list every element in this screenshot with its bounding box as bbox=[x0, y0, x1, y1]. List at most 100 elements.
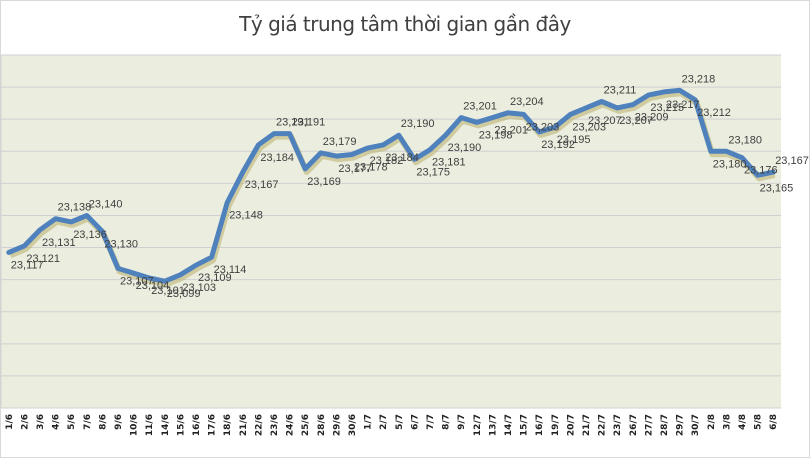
data-label: 23,178 bbox=[354, 161, 388, 173]
data-label: 23,169 bbox=[307, 176, 341, 188]
data-label: 23,177 bbox=[338, 163, 372, 175]
x-tick-label: 18/6 bbox=[223, 414, 233, 436]
data-label: 23,181 bbox=[432, 157, 466, 169]
x-tick-label: 11/6 bbox=[145, 414, 155, 436]
data-label: 23,211 bbox=[604, 85, 637, 97]
data-label: 23,114 bbox=[214, 264, 247, 276]
data-label: 23,180 bbox=[728, 134, 762, 146]
x-tick-label: 16/7 bbox=[535, 414, 545, 436]
x-tick-label: 5/8 bbox=[754, 414, 764, 430]
x-tick-label: 14/7 bbox=[504, 414, 514, 436]
x-tick-label: 23/6 bbox=[270, 414, 280, 436]
data-label: 23,167 bbox=[245, 179, 279, 191]
data-label: 23,130 bbox=[104, 239, 138, 251]
x-tick-label: 5/6 bbox=[67, 414, 77, 430]
data-label: 23,184 bbox=[260, 152, 294, 164]
x-tick-label: 29/7 bbox=[676, 414, 686, 436]
data-label: 23,176 bbox=[744, 165, 778, 177]
data-label: 23,131 bbox=[42, 237, 76, 249]
x-tick-label: 24/6 bbox=[286, 414, 296, 436]
data-label: 23,104 bbox=[136, 280, 170, 292]
data-label: 23,190 bbox=[448, 142, 482, 154]
data-label: 23,138 bbox=[58, 202, 92, 214]
data-label: 23,109 bbox=[198, 272, 232, 284]
data-label: 23,195 bbox=[557, 134, 591, 146]
data-label: 23,218 bbox=[682, 73, 716, 85]
data-label: 23,175 bbox=[416, 166, 450, 178]
data-label: 23,204 bbox=[510, 96, 544, 108]
x-tick-label: 2/7 bbox=[379, 414, 389, 430]
data-label: 23,165 bbox=[760, 182, 794, 194]
x-tick-label: 29/6 bbox=[332, 414, 342, 436]
x-tick-label: 2/6 bbox=[20, 414, 30, 430]
x-tick-label: 28/7 bbox=[660, 414, 670, 436]
x-tick-label: 28/6 bbox=[317, 414, 327, 436]
x-tick-label: 4/8 bbox=[738, 414, 748, 430]
x-tick-label: 1/6 bbox=[5, 414, 15, 430]
data-label: 23,167 bbox=[775, 155, 809, 167]
data-label: 23,117 bbox=[11, 259, 44, 271]
data-label: 23,182 bbox=[370, 155, 404, 167]
x-tick-label: 4/6 bbox=[52, 414, 62, 430]
data-label: 23,198 bbox=[479, 129, 513, 141]
data-label: 23,099 bbox=[167, 288, 201, 300]
x-tick-label: 9/6 bbox=[114, 414, 124, 430]
data-label: 23,215 bbox=[650, 102, 684, 114]
x-tick-label: 16/6 bbox=[192, 414, 202, 436]
x-tick-label: 15/7 bbox=[520, 414, 530, 436]
chart-title: Tỷ giá trung tâm thời gian gần đây bbox=[239, 12, 571, 36]
x-tick-label: 17/6 bbox=[208, 414, 218, 436]
x-tick-label: 14/6 bbox=[161, 414, 171, 436]
data-label: 23,201 bbox=[463, 101, 497, 113]
x-tick-label: 27/7 bbox=[644, 414, 654, 436]
x-tick-label: 15/6 bbox=[176, 414, 186, 436]
x-tick-label: 26/7 bbox=[629, 414, 639, 436]
x-tick-label: 22/7 bbox=[598, 414, 608, 436]
data-label: 23,103 bbox=[182, 282, 216, 294]
data-label: 23,192 bbox=[541, 139, 575, 151]
data-label: 23,203 bbox=[572, 121, 606, 133]
x-tick-label: 7/7 bbox=[426, 414, 436, 430]
data-label: 23,140 bbox=[89, 198, 123, 210]
x-tick-label: 19/7 bbox=[551, 414, 561, 436]
data-label: 23,180 bbox=[713, 158, 747, 170]
data-label: 23,203 bbox=[526, 121, 560, 133]
x-tick-label: 23/7 bbox=[613, 414, 623, 436]
x-tick-label: 25/6 bbox=[301, 414, 311, 436]
x-tick-label: 8/6 bbox=[98, 414, 108, 430]
x-tick-label: 22/6 bbox=[254, 414, 264, 436]
data-label: 23,179 bbox=[323, 136, 357, 148]
plot-area bbox=[1, 55, 781, 408]
data-label: 23,217 bbox=[666, 99, 700, 111]
data-label: 23,209 bbox=[635, 112, 669, 124]
x-tick-label: 30/7 bbox=[691, 414, 701, 436]
data-label: 23,101 bbox=[151, 285, 185, 297]
x-tick-label: 30/6 bbox=[348, 414, 358, 436]
series-line bbox=[6, 87, 776, 284]
x-tick-label: 3/6 bbox=[36, 414, 46, 430]
x-tick-label: 20/7 bbox=[566, 414, 576, 436]
data-label: 23,191 bbox=[276, 117, 310, 129]
x-tick-label: 5/7 bbox=[395, 414, 405, 430]
data-label: 23,207 bbox=[588, 115, 622, 127]
x-tick-label: 1/7 bbox=[364, 414, 374, 430]
data-label: 23,136 bbox=[73, 229, 107, 241]
x-tick-label: 3/8 bbox=[722, 414, 732, 430]
x-tick-label: 21/7 bbox=[582, 414, 592, 436]
x-tick-label: 13/7 bbox=[488, 414, 498, 436]
x-tick-label: 9/7 bbox=[457, 414, 467, 430]
data-label: 23,184 bbox=[385, 152, 419, 164]
data-label: 23,148 bbox=[229, 210, 263, 222]
data-label: 23,201 bbox=[494, 125, 528, 137]
x-tick-label: 10/6 bbox=[130, 414, 140, 436]
data-label: 23,107 bbox=[120, 275, 154, 287]
x-tick-label: 6/8 bbox=[769, 414, 779, 430]
x-tick-label: 21/6 bbox=[239, 414, 249, 436]
x-tick-label: 7/6 bbox=[83, 414, 93, 430]
data-label: 23,191 bbox=[292, 117, 326, 129]
x-tick-label: 6/7 bbox=[410, 414, 420, 430]
data-label: 23,121 bbox=[26, 253, 60, 265]
data-label: 23,190 bbox=[401, 118, 435, 130]
x-tick-label: 12/7 bbox=[473, 414, 483, 436]
